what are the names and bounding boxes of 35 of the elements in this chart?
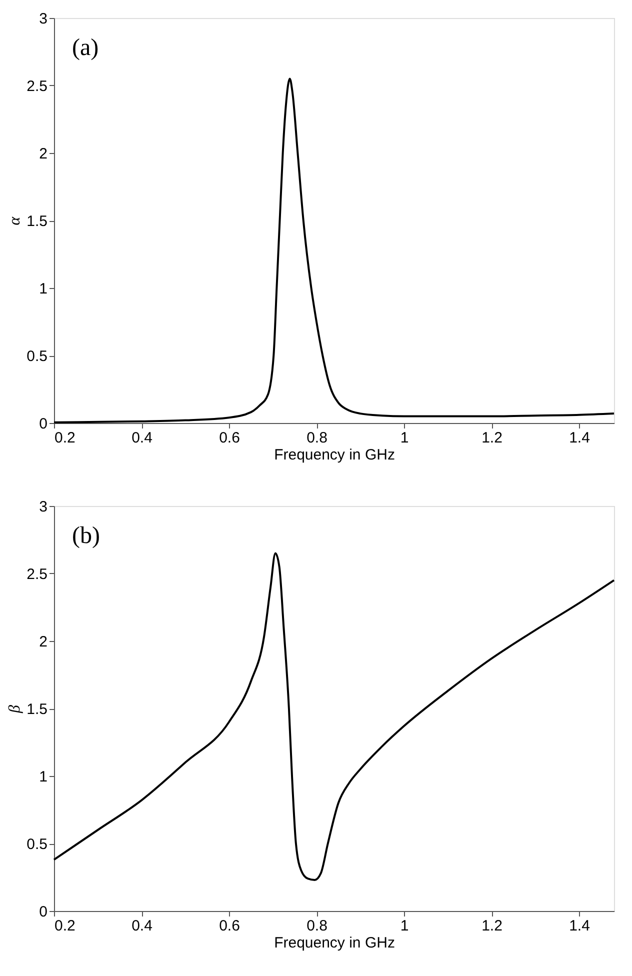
y-tick-label: 2 <box>39 146 48 162</box>
y-tick-label: 1.5 <box>26 701 48 718</box>
line-series <box>53 552 615 881</box>
x-axis-title: Frequency in GHz <box>274 446 395 464</box>
y-tick-label: 2 <box>39 634 48 650</box>
x-tick-label: 1.2 <box>482 918 502 934</box>
x-tick-label: 0.4 <box>132 918 152 934</box>
y-tick-label: 2.5 <box>26 78 48 95</box>
y-tick-label: 0 <box>39 904 48 920</box>
y-tick-label: 1.5 <box>26 213 48 230</box>
x-tick-label: 1 <box>400 430 409 446</box>
x-tick-label: 0.2 <box>54 918 76 934</box>
y-tick-label: 3 <box>39 498 48 516</box>
x-tick-label: 0.2 <box>54 430 76 446</box>
x-tick-label: 1 <box>400 918 409 934</box>
x-tick-label: 0.6 <box>219 918 240 934</box>
x-axis-title: Frequency in GHz <box>274 934 395 952</box>
x-tick-label: 1.4 <box>569 918 590 934</box>
x-tick-label: 0.8 <box>306 918 328 934</box>
x-tick-label: 1.4 <box>569 430 590 446</box>
y-tick-label: 0 <box>39 416 48 432</box>
annotation: (b) <box>72 523 100 549</box>
annotation: (a) <box>72 35 99 61</box>
y-tick-label: 3 <box>39 10 48 28</box>
x-tick-label: 0.6 <box>219 430 240 446</box>
y-tick-label: 0.5 <box>26 348 48 365</box>
y-tick-label: 1 <box>39 768 48 786</box>
y-axis-title: β <box>6 704 24 714</box>
y-tick-label: 1 <box>39 280 48 298</box>
x-tick-label: 0.8 <box>306 430 328 446</box>
x-tick-label: 1.2 <box>482 430 502 446</box>
y-tick-label: 0.5 <box>26 836 48 853</box>
x-tick-label: 0.4 <box>132 430 152 446</box>
y-tick-label: 2.5 <box>26 566 48 583</box>
y-axis-title: α <box>6 216 24 226</box>
